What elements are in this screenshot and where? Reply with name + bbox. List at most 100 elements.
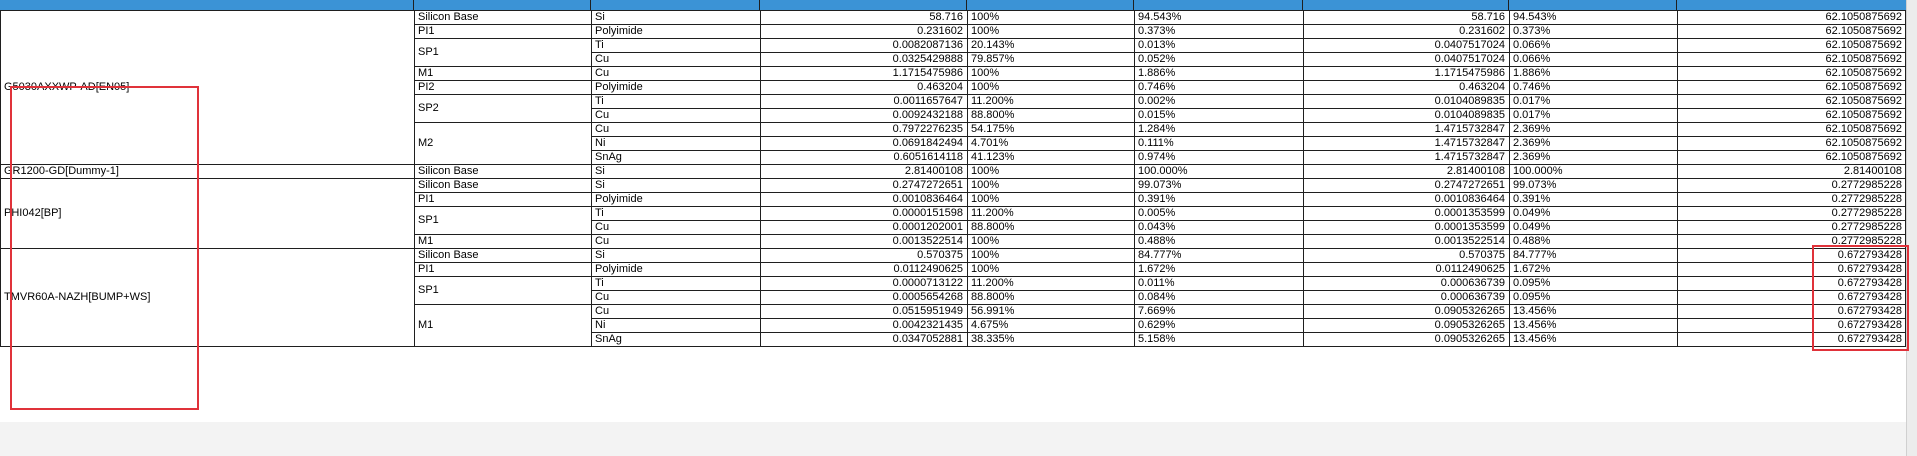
value-cell[interactable]: 0.0905326265 [1434, 305, 1505, 317]
value-cell[interactable]: 0.0112490625 [1435, 263, 1505, 275]
value-cell[interactable]: 0.974% [1138, 151, 1176, 163]
value-cell[interactable]: 1.284% [1138, 123, 1176, 135]
material-cell[interactable]: Polyimide [595, 263, 643, 275]
layer-cell[interactable]: Silicon Base [418, 179, 479, 191]
value-cell[interactable]: 0.672793428 [1837, 263, 1902, 275]
value-cell[interactable]: 0.0082087136 [892, 39, 963, 51]
value-cell[interactable]: 0.0407517024 [1434, 53, 1505, 65]
value-cell[interactable]: 88.800% [971, 109, 1015, 121]
value-cell[interactable]: 0.488% [1138, 235, 1176, 247]
value-cell[interactable]: 0.0905326265 [1434, 319, 1505, 331]
value-cell[interactable]: 0.373% [1513, 25, 1551, 37]
material-cell[interactable]: Cu [595, 221, 610, 233]
value-cell[interactable]: 56.991% [971, 305, 1015, 317]
material-cell[interactable]: SnAg [595, 151, 622, 163]
layer-cell[interactable]: PI2 [418, 81, 435, 93]
value-cell[interactable]: 0.746% [1513, 81, 1551, 93]
value-cell[interactable]: 0.0001353599 [1434, 221, 1505, 233]
value-cell[interactable]: 58.716 [1471, 11, 1505, 23]
group-cell[interactable]: GR1200-GD[Dummy-1] [4, 165, 119, 177]
value-cell[interactable]: 0.672793428 [1837, 277, 1902, 289]
value-cell[interactable]: 2.369% [1513, 137, 1551, 149]
value-cell[interactable]: 1.4715732847 [1434, 151, 1505, 163]
value-cell[interactable]: 0.0905326265 [1434, 333, 1505, 345]
value-cell[interactable]: 0.391% [1138, 193, 1176, 205]
value-cell[interactable]: 62.1050875692 [1825, 25, 1902, 37]
value-cell[interactable]: 100% [971, 235, 1000, 247]
value-cell[interactable]: 0.7972276235 [892, 123, 963, 135]
value-cell[interactable]: 0.049% [1513, 207, 1551, 219]
layer-cell[interactable]: SP1 [418, 214, 439, 226]
value-cell[interactable]: 58.716 [929, 11, 963, 23]
value-cell[interactable]: 0.391% [1513, 193, 1551, 205]
layer-cell[interactable]: M2 [418, 137, 434, 149]
value-cell[interactable]: 0.111% [1138, 137, 1174, 149]
layer-cell[interactable]: Silicon Base [418, 165, 479, 177]
value-cell[interactable]: 62.1050875692 [1825, 123, 1902, 135]
value-cell[interactable]: 0.0407517024 [1434, 39, 1505, 51]
layer-cell[interactable]: PI1 [418, 193, 435, 205]
value-cell[interactable]: 2.81400108 [1446, 165, 1505, 177]
value-cell[interactable]: 0.0691842494 [892, 137, 963, 149]
value-cell[interactable]: 0.672793428 [1837, 305, 1902, 317]
value-cell[interactable]: 13.456% [1513, 305, 1557, 317]
value-cell[interactable]: 0.0515951949 [892, 305, 963, 317]
vertical-scrollbar[interactable] [1906, 0, 1917, 456]
layer-cell[interactable]: SP2 [418, 102, 439, 114]
material-cell[interactable]: Ni [595, 137, 606, 149]
value-cell[interactable]: 0.488% [1513, 235, 1551, 247]
value-cell[interactable]: 1.672% [1138, 263, 1176, 275]
value-cell[interactable]: 2.81400108 [1843, 165, 1902, 177]
value-cell[interactable]: 4.701% [971, 137, 1009, 149]
material-cell[interactable]: Si [595, 165, 605, 177]
value-cell[interactable]: 1.886% [1138, 67, 1176, 79]
value-cell[interactable]: 2.369% [1513, 123, 1551, 135]
value-cell[interactable]: 62.1050875692 [1825, 137, 1902, 149]
value-cell[interactable]: 0.052% [1138, 53, 1176, 65]
value-cell[interactable]: 0.0013522514 [892, 235, 963, 247]
value-cell[interactable]: 13.456% [1513, 319, 1557, 331]
material-cell[interactable]: Ti [595, 95, 604, 107]
value-cell[interactable]: 0.015% [1138, 109, 1176, 121]
value-cell[interactable]: 20.143% [971, 39, 1015, 51]
material-cell[interactable]: SnAg [595, 333, 622, 345]
value-cell[interactable]: 0.0011657647 [893, 95, 963, 107]
value-cell[interactable]: 0.2772985228 [1831, 207, 1902, 219]
value-cell[interactable]: 0.011% [1138, 277, 1175, 289]
value-cell[interactable]: 0.0001202001 [892, 221, 963, 233]
value-cell[interactable]: 11.200% [971, 207, 1014, 219]
value-cell[interactable]: 88.800% [971, 221, 1015, 233]
value-cell[interactable]: 1.1715475986 [892, 67, 963, 79]
value-cell[interactable]: 0.2747272651 [892, 179, 963, 191]
value-cell[interactable]: 54.175% [971, 123, 1015, 135]
material-cell[interactable]: Si [595, 11, 605, 23]
value-cell[interactable]: 100% [971, 179, 1000, 191]
value-cell[interactable]: 0.463204 [917, 81, 963, 93]
value-cell[interactable]: 0.2772985228 [1831, 221, 1902, 233]
value-cell[interactable]: 0.0000713122 [892, 277, 963, 289]
value-cell[interactable]: 1.672% [1513, 263, 1551, 275]
value-cell[interactable]: 62.1050875692 [1825, 151, 1902, 163]
value-cell[interactable]: 5.158% [1138, 333, 1176, 345]
value-cell[interactable]: 100% [971, 263, 1000, 275]
value-cell[interactable]: 94.543% [1138, 11, 1182, 23]
value-cell[interactable]: 62.1050875692 [1825, 109, 1902, 121]
value-cell[interactable]: 0.2747272651 [1434, 179, 1505, 191]
material-cell[interactable]: Ti [595, 277, 604, 289]
value-cell[interactable]: 88.800% [971, 291, 1015, 303]
material-cell[interactable]: Polyimide [595, 193, 643, 205]
value-cell[interactable]: 79.857% [971, 53, 1015, 65]
value-cell[interactable]: 0.746% [1138, 81, 1176, 93]
material-cell[interactable]: Si [595, 179, 605, 191]
value-cell[interactable]: 2.369% [1513, 151, 1551, 163]
value-cell[interactable]: 100% [971, 249, 1000, 261]
value-cell[interactable]: 0.0347052881 [892, 333, 963, 345]
value-cell[interactable]: 0.0112490625 [893, 263, 963, 275]
value-cell[interactable]: 0.002% [1138, 95, 1176, 107]
value-cell[interactable]: 0.672793428 [1837, 319, 1902, 331]
material-cell[interactable]: Cu [595, 305, 610, 317]
material-cell[interactable]: Cu [595, 123, 610, 135]
value-cell[interactable]: 0.005% [1138, 207, 1176, 219]
value-cell[interactable]: 100% [971, 81, 1000, 93]
layer-cell[interactable]: Silicon Base [418, 249, 479, 261]
